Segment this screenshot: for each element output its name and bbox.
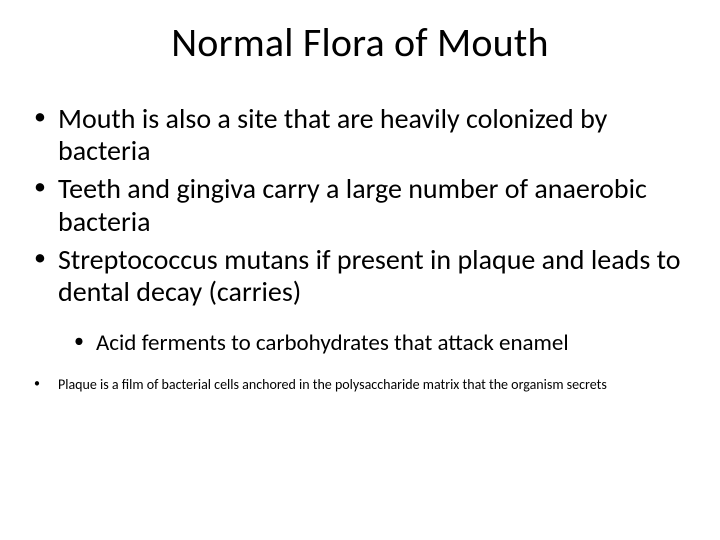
bullet-item: Mouth is also a site that are heavily co…	[28, 103, 692, 167]
bullet-item: Teeth and gingiva carry a large number o…	[28, 173, 692, 237]
slide: Normal Flora of Mouth Mouth is also a si…	[0, 0, 720, 540]
sub-bullet-item: Acid ferments to carbohydrates that atta…	[28, 330, 692, 356]
small-bullet-item: Plaque is a film of bacterial cells anch…	[28, 377, 692, 394]
slide-title: Normal Flora of Mouth	[28, 18, 692, 67]
bullet-item: Streptococcus mutans if present in plaqu…	[28, 244, 692, 308]
sub-bullet-list: Acid ferments to carbohydrates that atta…	[28, 330, 692, 356]
small-bullet-list: Plaque is a film of bacterial cells anch…	[28, 377, 692, 394]
bullet-list: Mouth is also a site that are heavily co…	[28, 103, 692, 308]
